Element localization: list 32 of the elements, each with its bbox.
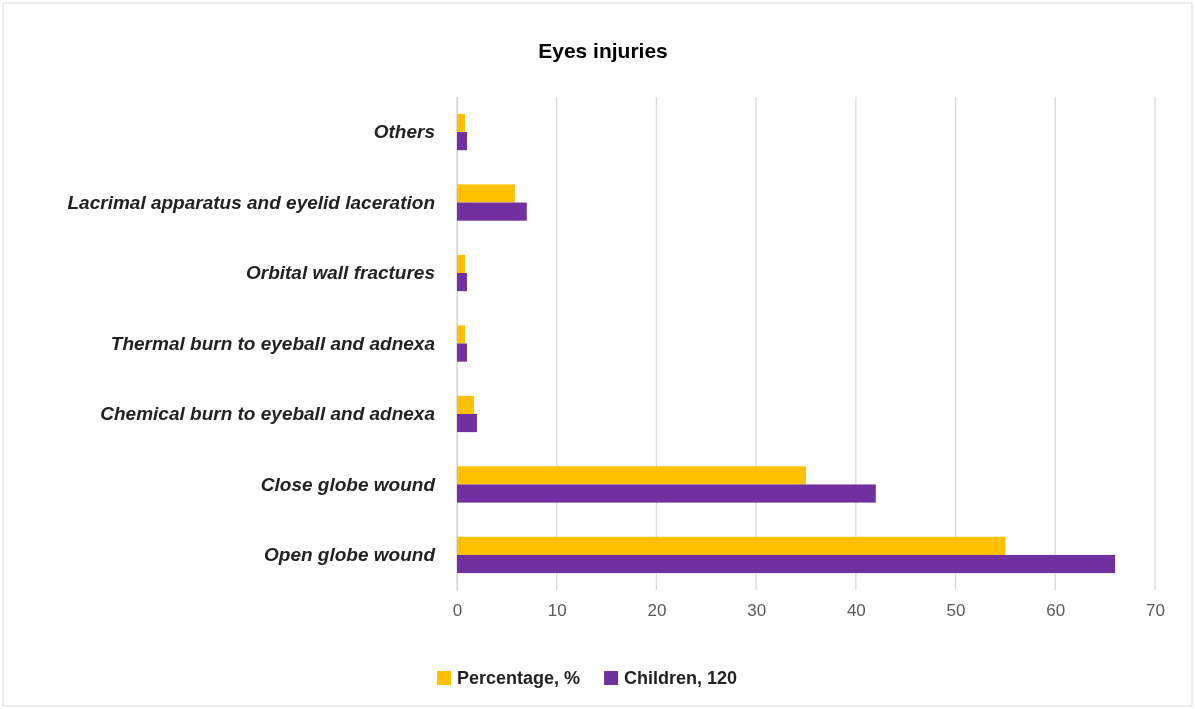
bar — [457, 536, 1006, 555]
y-tick-label: Chemical burn to eyeball and adnexa — [100, 403, 436, 425]
bar — [457, 343, 467, 362]
legend-label: Children, 120 — [624, 668, 738, 688]
legend-label: Percentage, % — [457, 668, 581, 688]
x-tick-label: 70 — [1146, 601, 1165, 621]
chart-title: Eyes injuries — [538, 39, 668, 62]
y-tick-label: Lacrimal apparatus and eyelid laceration — [67, 191, 435, 213]
bar — [457, 202, 527, 221]
x-tick-label: 50 — [946, 601, 966, 621]
bar — [457, 466, 806, 485]
bar — [457, 132, 467, 151]
x-tick-label: 0 — [452, 601, 463, 621]
bar — [457, 554, 1116, 574]
bar — [457, 395, 474, 414]
x-tick-label: 30 — [747, 601, 767, 621]
y-tick-label: Orbital wall fractures — [245, 262, 435, 284]
bar — [457, 113, 465, 133]
y-tick-label: Others — [373, 121, 435, 143]
bar — [457, 184, 515, 203]
bar — [457, 484, 876, 503]
x-tick-label: 20 — [647, 601, 667, 621]
y-tick-label: Close globe wound — [260, 473, 436, 495]
x-tick-label: 40 — [846, 601, 866, 621]
bar — [457, 413, 477, 433]
y-tick-label: Thermal burn to eyeball and adnexa — [110, 332, 436, 354]
x-tick-label: 10 — [547, 601, 567, 621]
x-tick-label: 60 — [1046, 601, 1066, 621]
bar — [457, 254, 465, 274]
bar — [457, 325, 465, 344]
bar — [457, 273, 467, 292]
y-tick-label: Open globe wound — [264, 544, 436, 566]
